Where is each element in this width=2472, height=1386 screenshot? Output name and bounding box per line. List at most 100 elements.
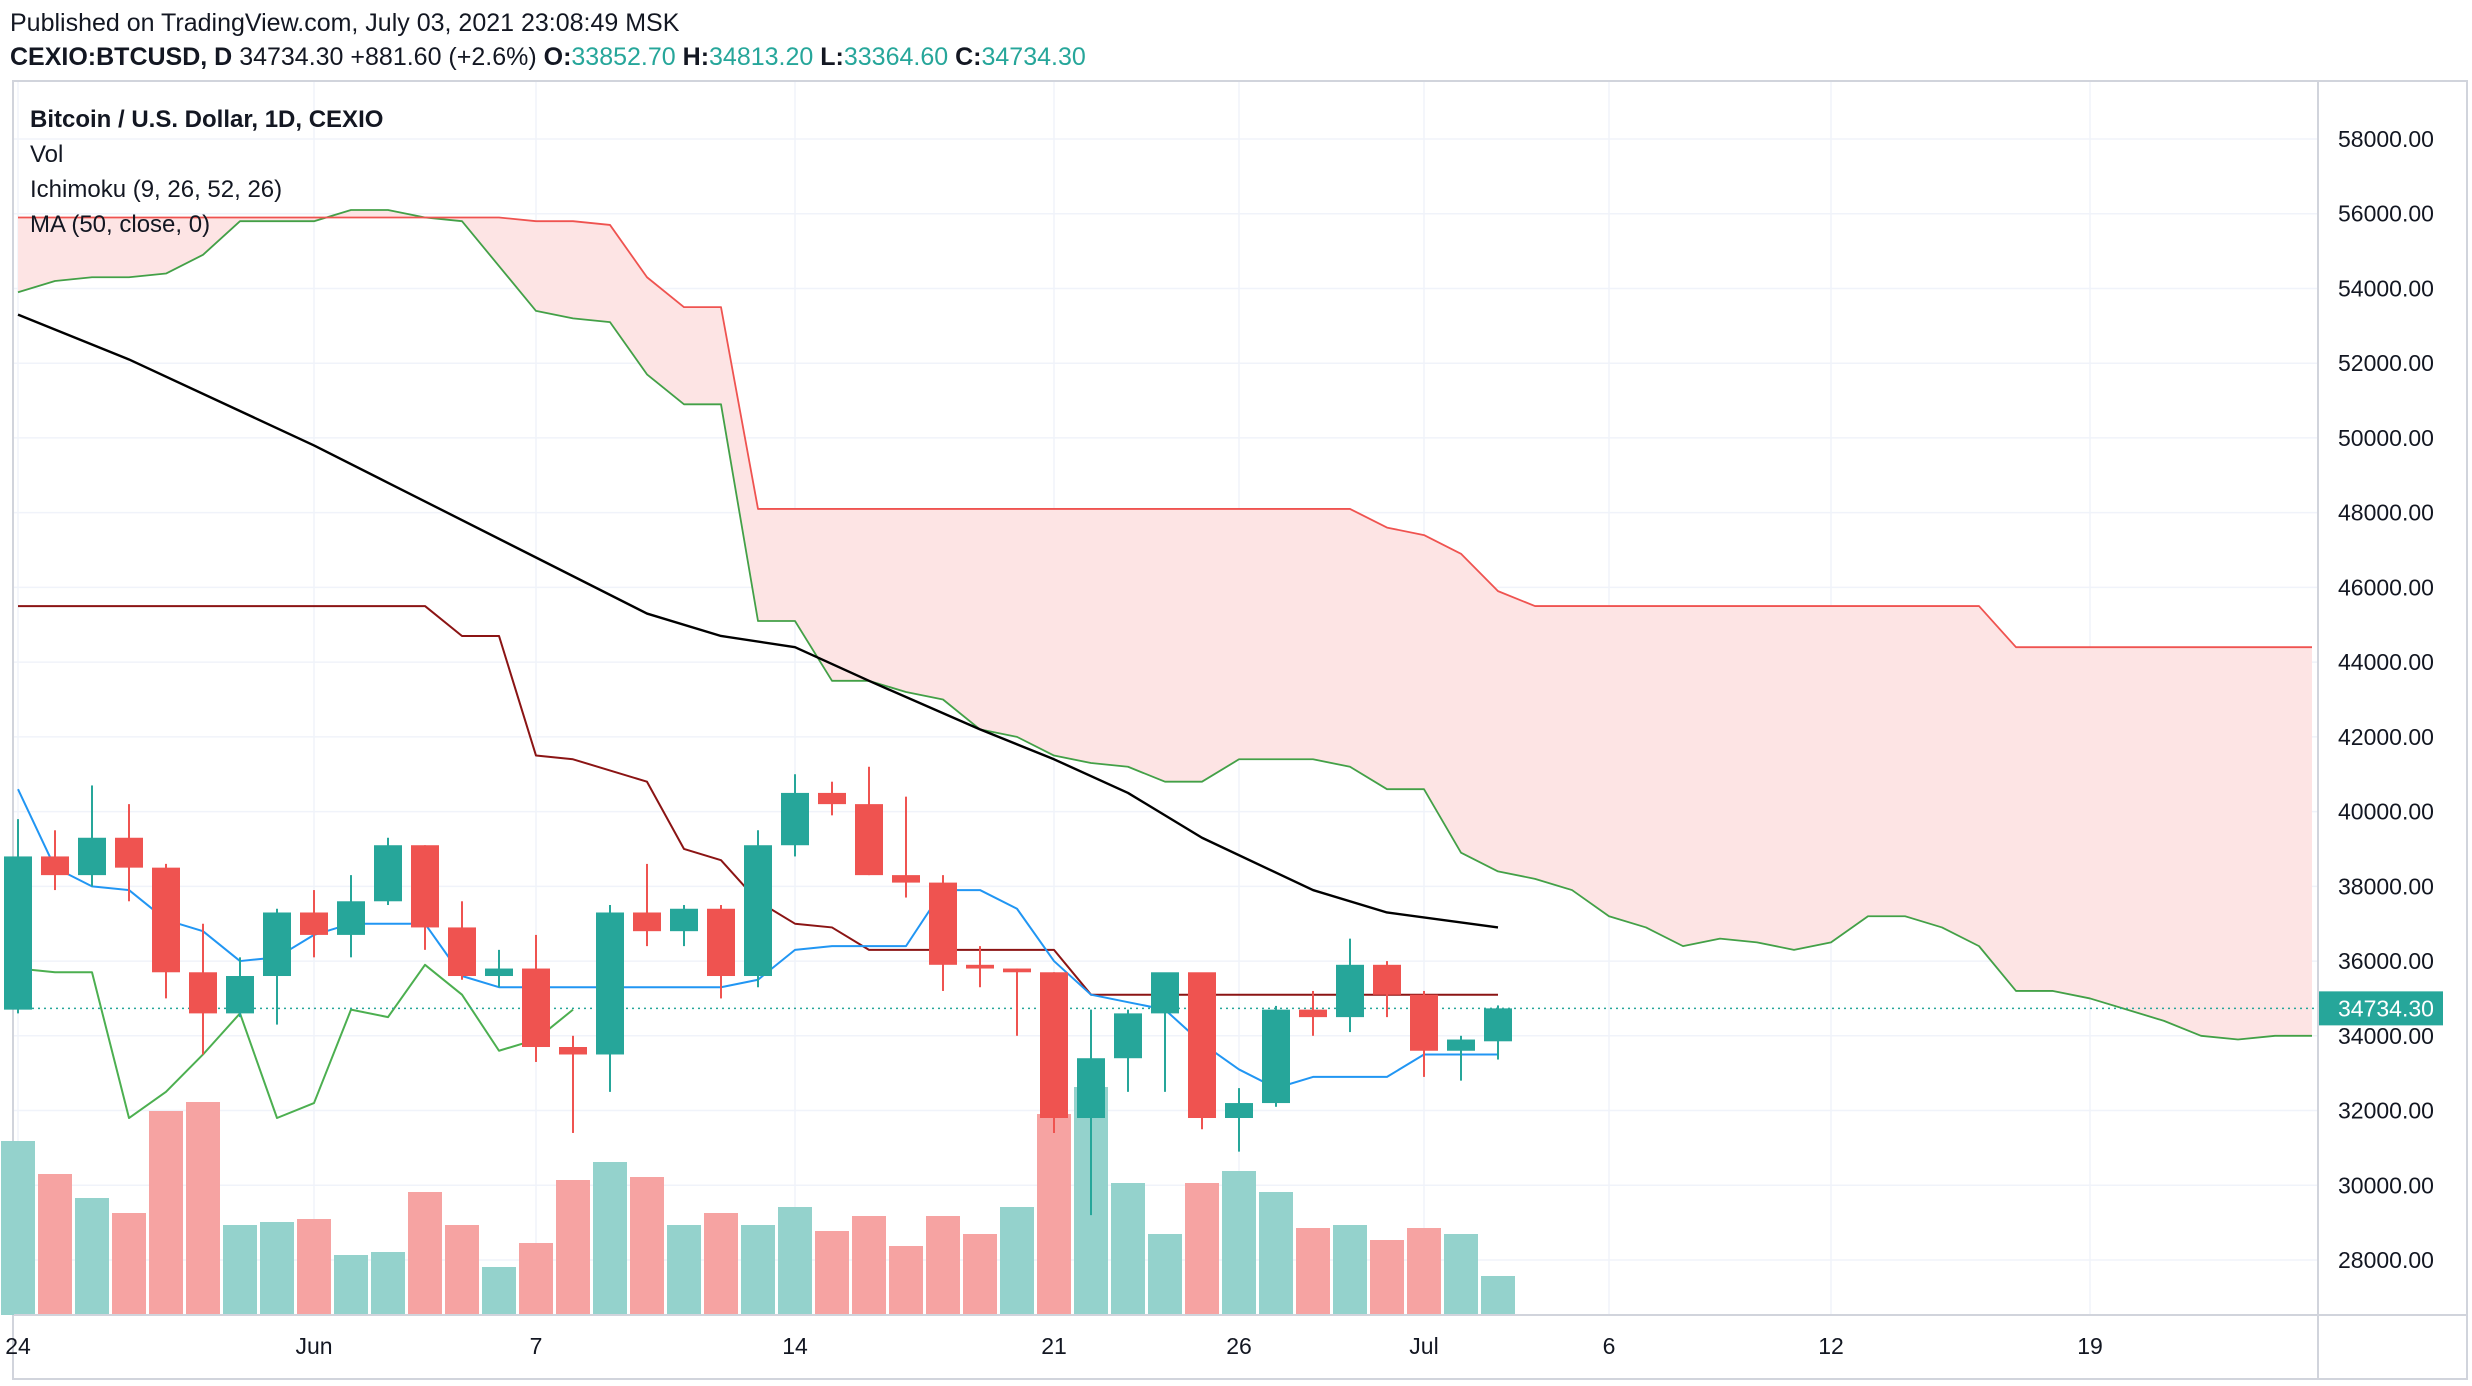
x-tick-label: 19 <box>2077 1333 2103 1359</box>
candle[interactable] <box>1410 990 1438 1077</box>
candle[interactable] <box>1151 972 1179 1092</box>
candle[interactable] <box>892 796 920 898</box>
candle[interactable] <box>929 875 957 991</box>
volume-bar <box>741 1225 775 1315</box>
candle[interactable] <box>374 837 402 906</box>
candle[interactable] <box>263 908 291 1025</box>
candle[interactable] <box>189 923 217 1055</box>
candle[interactable] <box>559 1035 587 1133</box>
candle-body <box>263 912 291 977</box>
candle[interactable] <box>522 934 550 1062</box>
x-tick-label: 12 <box>1818 1333 1844 1359</box>
candle-body <box>1299 1009 1327 1018</box>
candle-body <box>189 972 217 1014</box>
candle[interactable] <box>744 830 772 988</box>
candle-body <box>781 792 809 846</box>
candle[interactable] <box>1040 972 1068 1133</box>
candle[interactable] <box>670 905 698 947</box>
candle[interactable] <box>1225 1088 1253 1152</box>
candle[interactable] <box>633 863 661 947</box>
candle-body <box>1003 968 1031 973</box>
ticker-summary: CEXIO:BTCUSD, D 34734.30 +881.60 (+2.6%)… <box>10 40 1086 74</box>
candle[interactable] <box>855 766 883 876</box>
candle[interactable] <box>966 946 994 988</box>
published-caption: Published on TradingView.com, July 03, 2… <box>10 9 680 37</box>
volume-bars <box>1 1087 1515 1315</box>
candle-body <box>485 968 513 977</box>
candle-body <box>1188 972 1216 1119</box>
x-tick-label: Jun <box>295 1333 332 1359</box>
candle[interactable] <box>1077 1009 1105 1216</box>
candle[interactable] <box>596 905 624 1092</box>
volume-bar <box>1148 1234 1182 1315</box>
y-tick-label: 48000.00 <box>2338 500 2434 526</box>
volume-bar <box>223 1225 257 1315</box>
last-price-tag: 34734.30 <box>2319 991 2443 1026</box>
volume-bar <box>38 1174 72 1315</box>
volume-bar <box>889 1246 923 1315</box>
candle[interactable] <box>448 901 476 980</box>
candle-body <box>152 867 180 973</box>
legend-vol[interactable]: Vol <box>30 141 64 168</box>
candle-body <box>78 837 106 876</box>
candle[interactable] <box>1336 938 1364 1033</box>
y-tick-label: 34000.00 <box>2338 1023 2434 1049</box>
candle-body <box>966 964 994 969</box>
candle[interactable] <box>707 905 735 999</box>
candle[interactable] <box>115 804 143 902</box>
candle[interactable] <box>818 781 846 816</box>
volume-bar <box>963 1234 997 1315</box>
volume-bar <box>1037 1114 1071 1315</box>
candle-body <box>892 875 920 883</box>
y-tick-label: 58000.00 <box>2338 126 2434 152</box>
y-tick-label: 42000.00 <box>2338 724 2434 750</box>
candle-body <box>448 927 476 977</box>
candle[interactable] <box>41 830 69 891</box>
candle[interactable] <box>300 890 328 958</box>
candle[interactable] <box>1262 1005 1290 1107</box>
candle[interactable] <box>485 949 513 988</box>
candle[interactable] <box>1447 1035 1475 1081</box>
candle-body <box>41 856 69 876</box>
candle[interactable] <box>1188 972 1216 1130</box>
candle[interactable] <box>1003 968 1031 1036</box>
candle[interactable] <box>226 957 254 1018</box>
legend-title[interactable]: Bitcoin / U.S. Dollar, 1D, CEXIO <box>30 106 384 133</box>
ma50-line <box>17 313 1499 929</box>
candles[interactable] <box>4 766 1512 1216</box>
candle-body <box>707 908 735 977</box>
y-tick-label: 28000.00 <box>2338 1247 2434 1273</box>
legend-ma[interactable]: MA (50, close, 0) <box>30 211 211 238</box>
candle[interactable] <box>152 863 180 999</box>
y-tick-label: 56000.00 <box>2338 201 2434 227</box>
candle[interactable] <box>78 785 106 887</box>
volume-bar <box>186 1102 220 1315</box>
candle-body <box>374 845 402 902</box>
candle-body <box>226 976 254 1014</box>
volume-bar <box>1111 1183 1145 1315</box>
candle-body <box>633 912 661 932</box>
candle-body <box>1484 1008 1512 1042</box>
volume-bar <box>1370 1240 1404 1315</box>
candle[interactable] <box>411 845 439 950</box>
volume-bar <box>1 1141 35 1315</box>
candle[interactable] <box>1299 990 1327 1036</box>
candle[interactable] <box>1114 1009 1142 1092</box>
candle[interactable] <box>1373 961 1401 1018</box>
candle[interactable] <box>781 774 809 857</box>
volume-bar <box>1259 1192 1293 1315</box>
candle[interactable] <box>1484 1005 1512 1060</box>
volume-bar <box>334 1255 368 1315</box>
y-tick-label: 38000.00 <box>2338 873 2434 899</box>
legend-ichimoku[interactable]: Ichimoku (9, 26, 52, 26) <box>30 176 283 203</box>
candle[interactable] <box>4 819 32 1014</box>
lagging-span-line <box>17 963 574 1120</box>
candle[interactable] <box>337 875 365 958</box>
candle-body <box>411 845 439 928</box>
close-value: 34734.30 <box>981 43 1086 71</box>
candle-body <box>1373 964 1401 995</box>
chart-frame <box>12 80 2468 1380</box>
symbol-label[interactable]: CEXIO:BTCUSD, D <box>10 43 233 71</box>
volume-bar <box>926 1216 960 1315</box>
